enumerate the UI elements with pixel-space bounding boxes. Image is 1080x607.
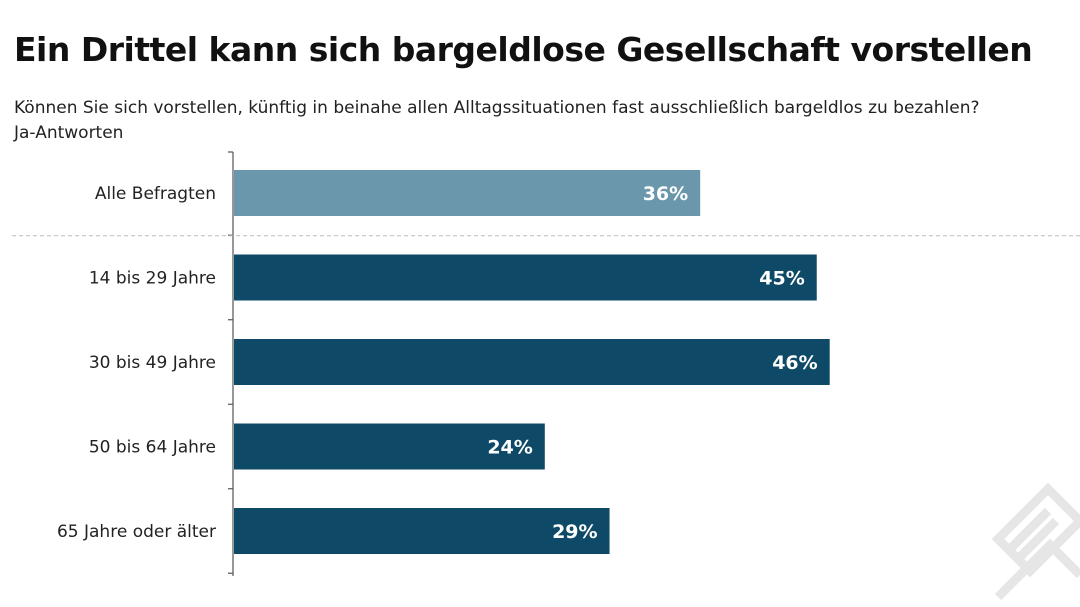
subtitle-answer-type: Ja-Antworten (14, 123, 124, 143)
chart-subtitle: Können Sie sich vorstellen, künftig in b… (14, 96, 980, 146)
category-label: 14 bis 29 Jahre (89, 269, 216, 289)
category-label: 30 bis 49 Jahre (89, 353, 216, 373)
bar-50-bis-64-jahre (234, 423, 545, 470)
value-label: 36% (643, 183, 688, 205)
bar-alle-befragten (234, 170, 701, 216)
bar-65-jahre-oder-lter (234, 508, 610, 554)
value-label: 45% (759, 268, 804, 290)
category-label: 50 bis 64 Jahre (89, 438, 216, 458)
category-label: 65 Jahre oder älter (57, 522, 216, 542)
value-label: 46% (772, 352, 817, 374)
bar-30-bis-49-jahre (234, 339, 830, 385)
value-label: 24% (487, 437, 532, 459)
value-label: 29% (552, 521, 597, 543)
bar-chart: Alle Befragten 36% 14 bis 29 Jahre 45% 30 bi… (12, 151, 1080, 576)
category-label: Alle Befragten (95, 184, 216, 204)
publisher-logo-watermark (991, 482, 1080, 601)
bar-14-bis-29-jahre (234, 254, 817, 301)
chart-title: Ein Drittel kann sich bargeldlose Gesell… (14, 30, 1033, 69)
subtitle-question: Können Sie sich vorstellen, künftig in b… (14, 98, 980, 118)
